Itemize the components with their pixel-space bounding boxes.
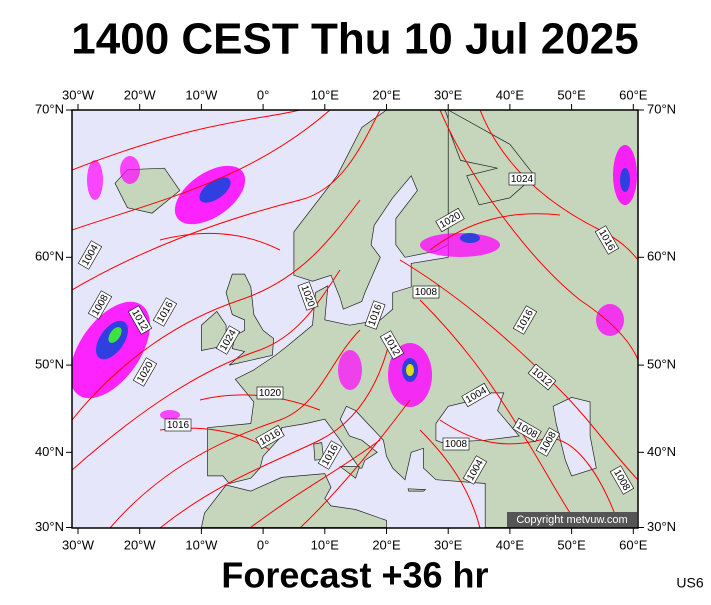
lon-tick-label: 50°E [557,537,586,552]
isobar-label-box [317,440,343,470]
isobar-label-text: 1008 [415,287,438,298]
lat-tick-label: 70°N [35,101,64,116]
lon-tick-label: 30°E [434,87,463,102]
lon-tick-label: 0° [257,87,269,102]
lon-tick-label: 10°E [311,537,340,552]
isobar-label-box [127,305,153,335]
lat-tick-label: 70°N [647,101,676,116]
lon-tick-label: 50°E [557,87,586,102]
isobar-label-box [535,427,561,457]
isobar-label-text: 1016 [167,420,190,431]
lon-tick-label: 20°W [124,87,157,102]
isobar-label-box [132,357,158,387]
lat-tick-label: 40°N [647,444,676,459]
lon-tick-label: 30°W [62,537,95,552]
lon-tick-label: 40°E [496,87,525,102]
lon-tick-label: 20°E [372,87,401,102]
lon-tick-label: 0° [257,537,269,552]
caspian-sea [552,397,597,477]
isobar-label-text: 1024 [511,174,534,185]
lon-tick-label: 20°E [372,537,401,552]
lat-tick-label: 60°N [35,249,64,264]
lon-tick-label: 20°W [124,537,157,552]
isobar-label-box [462,455,488,485]
isobar-label: 1024 [508,172,536,186]
ticks: 30°W 30°W 20°W 20°W 10°W 10°W 0° 0° 10°E 10°E 20°E… [35,87,676,552]
precipitation-layer [72,145,637,420]
lat-tick-label: 40°N [35,444,64,459]
lat-tick-label: 30°N [647,519,676,534]
lon-tick-label: 10°W [185,537,218,552]
isobar-label-box [364,300,386,330]
lat-tick-label: 50°N [647,357,676,372]
isobar-label-box [508,172,536,186]
isobar-label-text: 1008 [445,439,468,450]
lon-tick-label: 30°E [434,537,463,552]
map-frame [71,109,639,529]
scandinavia [293,110,449,310]
isobar-label-box [461,382,491,408]
isobar-label-box [255,424,285,450]
isobar-label-box [77,240,103,270]
isobar-label-box [297,281,319,311]
isobar-label: 1008 [442,437,470,451]
isobar-label: 1016 [164,418,192,432]
isobar-label-box [87,290,113,320]
lon-tick-label: 60°E [619,87,648,102]
copyright-box [507,512,637,527]
isobar-label-box [512,305,538,335]
isobar-label-box [152,297,178,327]
lon-tick-label: 10°E [311,87,340,102]
lat-tick-label: 30°N [35,519,64,534]
isobar-label-box [215,325,241,355]
isobar-label-box [512,417,542,443]
isobar-label-box [609,465,635,495]
isobar-lines [72,110,638,528]
isobar-label-box [442,437,470,451]
isobar-label-text: 1020 [259,388,282,399]
isobar-label-box [379,330,405,360]
forecast-label: Forecast +36 hr [221,555,488,596]
model-code: US6 [676,575,703,591]
isobar-label: 1008 [412,285,440,299]
isobar-label-box [435,207,465,233]
lat-tick-label: 60°N [647,249,676,264]
isobar-label-box [256,386,284,400]
copyright: Copyright metvuw.com [516,514,627,526]
lon-tick-label: 40°E [496,537,525,552]
lon-tick-label: 30°W [62,87,95,102]
lon-tick-label: 60°E [619,537,648,552]
lat-tick-label: 50°N [35,357,64,372]
crete [407,488,427,492]
isobar-label-box [164,418,192,432]
title: 1400 CEST Thu 10 Jul 2025 [71,15,638,64]
isobar-label-box [527,363,557,391]
lon-tick-label: 10°W [185,87,218,102]
isobar-label-box [594,225,620,255]
isobar-label: 1020 [256,386,284,400]
isobar-label-box [412,285,440,299]
